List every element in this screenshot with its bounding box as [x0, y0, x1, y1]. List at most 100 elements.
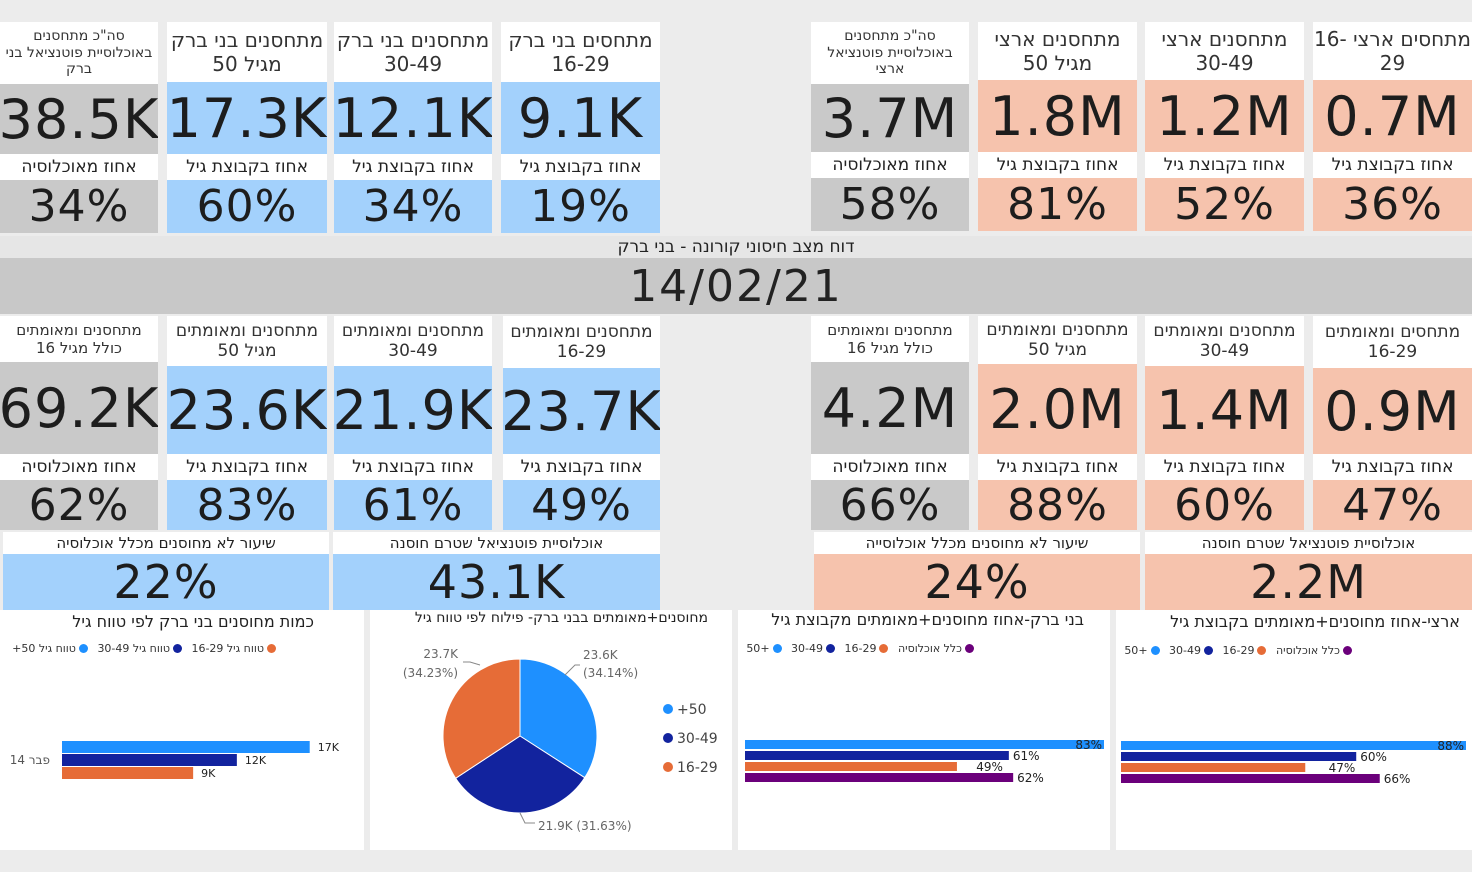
bar-כלל אוכלוסיה: [1121, 774, 1380, 783]
legend-label: +50: [677, 702, 707, 718]
report-date-band: 14/02/21: [0, 258, 1472, 314]
legend-label: כלל אוכלוסיה: [1275, 644, 1340, 657]
chart-bb-count-svg: פבר 14 17K 12K 9K: [10, 741, 340, 780]
pie-leader-line: [564, 664, 580, 676]
bb-potential-value: 43.1K: [333, 554, 660, 610]
il-vr-total-value: 4.2M: [811, 362, 969, 454]
bb-total-value: 38.5K: [0, 84, 158, 154]
il-vr-total-pct: 66%: [811, 480, 969, 530]
legend-dot-icon: [879, 644, 889, 653]
pie-label-30: 21.9K (31.63%): [538, 819, 632, 833]
bb-vr-total-value: 69.2K: [0, 362, 158, 454]
bb-30-pct: 34%: [334, 180, 492, 233]
bar-30-49: [1121, 752, 1357, 761]
il-total-sub: אחוז מאוכלוסיה: [811, 152, 969, 178]
bb-50-value: 17.3K: [167, 82, 327, 154]
legend-label: 30-49: [791, 642, 823, 655]
il-vr-50-label: מתחסנים ומאומתים מגיל 50: [978, 316, 1137, 364]
bb-vr-total-sub: אחוז מאוכלוסיה: [0, 454, 158, 480]
bb-30-value: 12.1K: [334, 82, 492, 154]
legend-dot-icon: [772, 644, 782, 653]
il-30-pct: 52%: [1145, 178, 1304, 231]
il-30-label: מתחסנים ארצי 30-49: [1145, 22, 1304, 80]
legend-label: טווח גיל 30-49: [97, 642, 170, 655]
il-vr-total-label: מתחסנים ומאומתים כולל מגיל 16: [811, 316, 969, 362]
il-16-value: 0.7M: [1313, 80, 1472, 152]
chart-bb-pct-panel: בני ברק-אחוז מחוסנים+מאומתים מקבוצת גיל …: [738, 610, 1110, 850]
bb-30-sub: אחוז בקבוצת גיל: [334, 154, 492, 180]
bb-vr-30-value: 21.9K: [334, 366, 492, 454]
legend-dot-icon: [965, 644, 974, 653]
legend-label: +50: [1124, 644, 1148, 657]
pie-label-16-pct: (34.23%): [403, 666, 458, 680]
report-date: 14/02/21: [629, 260, 843, 312]
chart-bb-pie-svg: 23.6K (34.14%) 21.9K (31.63%) 23.7K (34.23%)…: [403, 647, 718, 833]
il-total-pct: 58%: [811, 178, 969, 231]
chart-il-pct-svg: 88% 60% 47% 66%: [1121, 739, 1466, 786]
il-vr-30-label: מתחסנים ומאומתים 30-49: [1145, 316, 1304, 366]
pie-label-16: 23.7K: [423, 647, 459, 661]
bar-value-label: 61%: [1013, 749, 1040, 763]
bb-50-label: מתחסנים בני ברק מגיל 50: [167, 22, 327, 82]
legend-dot-icon: [663, 762, 673, 772]
legend-item-50: +50: [1124, 644, 1160, 657]
bar-value-label: 83%: [1075, 738, 1102, 752]
il-16-label: מתחסים ארצי 16-29: [1313, 22, 1472, 80]
legend-dot-icon: [663, 704, 673, 714]
il-50-label: מתחסנים ארצי מגיל 50: [978, 22, 1137, 80]
chart-il-pct-title: ארצי-אחוז מחוסנים+מאומתים בקבוצת גיל: [1170, 612, 1460, 631]
chart-bb-pie-panel: מחוסנים+מאומתים בבני ברק- פילוח לפי טווח…: [370, 610, 732, 850]
chart-bb-count-panel: כמות מחוסנים בני ברק לפי טווח גיל טווח ג…: [0, 610, 364, 850]
chart-bb-count-title: כמות מחוסנים בני ברק לפי טווח גיל: [72, 612, 314, 631]
il-vr-50-pct: 88%: [978, 480, 1137, 530]
legend-label: 30-49: [677, 731, 718, 747]
bb-unvax-value: 22%: [3, 554, 329, 610]
bar-16-29: [745, 762, 957, 771]
il-30-value: 1.2M: [1145, 80, 1304, 152]
bb-16-label: מתחסים בני ברק 16-29: [501, 22, 660, 82]
pie-leader-line: [519, 812, 535, 824]
legend-label: 30-49: [1169, 644, 1201, 657]
bb-potential-label: אוכלוסיית פוטנציאל שטרם חוסנה: [333, 532, 660, 554]
legend-dot-icon: [267, 644, 276, 653]
chart-bb-count-legend: טווח גיל 16-29 טווח גיל 30-49 טווח גיל 5…: [6, 642, 276, 656]
il-vr-30-value: 1.4M: [1145, 366, 1304, 454]
bb-50-pct: 60%: [167, 180, 327, 233]
pie-label-50: 23.6K: [583, 648, 619, 662]
bb-vr-16-pct: 49%: [503, 480, 660, 530]
legend-item-16: טווח גיל 16-29: [191, 642, 276, 655]
il-50-pct: 81%: [978, 178, 1137, 231]
legend-dot-icon: [1257, 646, 1267, 655]
legend-item-16: 16-29: [845, 642, 889, 655]
il-vr-16-label: מתחסים ומאומתים 16-29: [1313, 316, 1472, 368]
il-vr-30-pct: 60%: [1145, 480, 1304, 530]
bb-16-sub: אחוז בקבוצת גיל: [501, 154, 660, 180]
bar-value-label: 17K: [318, 741, 340, 754]
bb-16-value: 9.1K: [501, 82, 660, 154]
bb-vr-50-sub: אחוז בקבוצת גיל: [167, 454, 327, 480]
bb-30-label: מתחסנים בני ברק 30-49: [334, 22, 492, 82]
il-potential-value: 2.2M: [1145, 554, 1472, 610]
legend-dot-icon: [1150, 646, 1160, 655]
il-potential-label: אוכלוסיית פוטנציאל שטרם חוסנה: [1145, 532, 1472, 554]
pie-slice-16-29: [442, 658, 521, 779]
bar-value-label: 62%: [1017, 771, 1044, 785]
bb-vr-16-sub: אחוז בקבוצת גיל: [503, 454, 660, 480]
legend-dot-icon: [172, 644, 182, 653]
legend-item-all: כלל אוכלוסיה: [898, 642, 974, 655]
legend-item-30: 30-49: [1169, 644, 1213, 657]
report-title-band: דוח מצב חיסוני קורונה - בני ברק: [0, 236, 1472, 258]
bb-vr-30-sub: אחוז בקבוצת גיל: [334, 454, 492, 480]
legend-label: 16-29: [1222, 644, 1255, 657]
legend-label: טווח גיל 50+: [12, 642, 76, 655]
il-vr-total-sub: אחוז מאוכלוסיה: [811, 454, 969, 480]
bb-total-pct: 34%: [0, 180, 158, 233]
chart-il-pct-panel: ארצי-אחוז מחוסנים+מאומתים בקבוצת גיל כלל…: [1116, 610, 1472, 850]
report-title: דוח מצב חיסוני קורונה - בני ברק: [617, 237, 855, 257]
il-16-sub: אחוז בקבוצת גיל: [1313, 152, 1472, 178]
bb-vr-16-value: 23.7K: [503, 368, 660, 454]
legend-dot-icon: [78, 644, 88, 653]
bb-vr-50-value: 23.6K: [167, 366, 327, 454]
bar-value-label: 9K: [201, 767, 216, 780]
il-50-sub: אחוז בקבוצת גיל: [978, 152, 1137, 178]
